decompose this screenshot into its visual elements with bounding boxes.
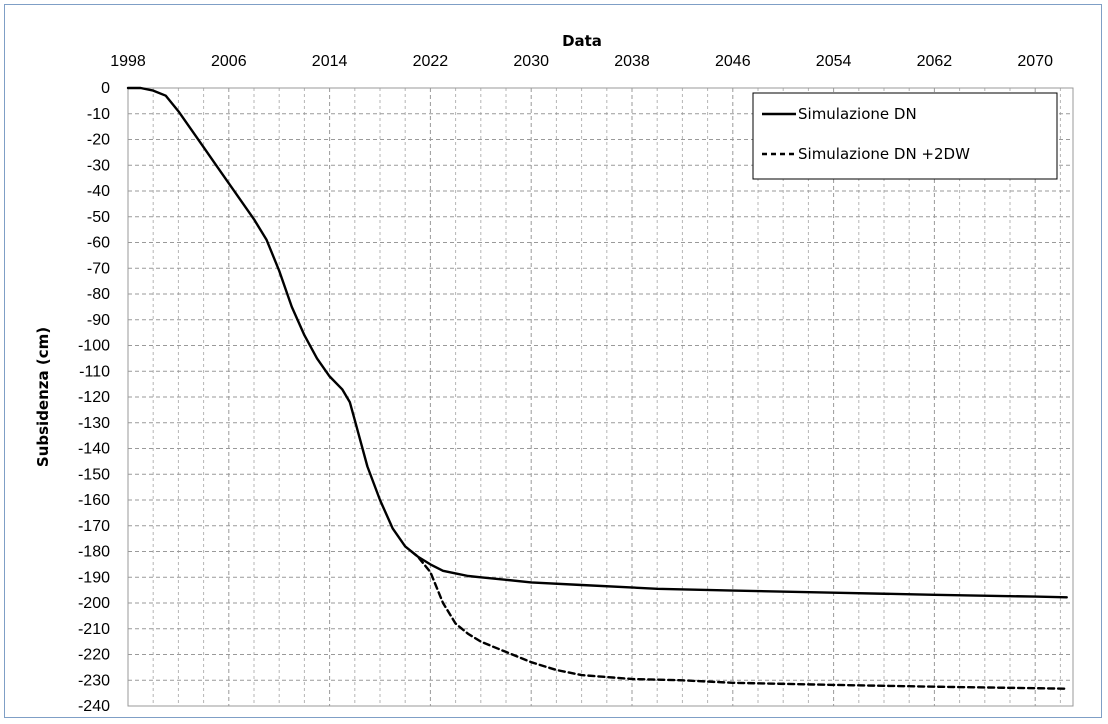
legend-entry-simulazione-dn-2dw: Simulazione DN +2DW	[798, 145, 970, 163]
y-tick-label: -230	[78, 672, 110, 689]
series-line-simulazione-dn	[126, 86, 1068, 599]
y-tick-label: -140	[78, 441, 110, 458]
y-tick-label: -240	[78, 698, 110, 715]
x-tick-label: 2022	[413, 53, 449, 70]
y-tick-labels: 0 -10 -20 -30 -40 -50 -60 -70 -80 -90 -100 -110 -120…	[78, 80, 110, 715]
y-tick-label: -130	[78, 415, 110, 432]
y-tick-label: -190	[78, 569, 110, 586]
y-tick-label: -10	[87, 106, 110, 123]
y-tick-label: -20	[87, 132, 110, 149]
y-tick-label: -100	[78, 338, 110, 355]
plot-area	[127, 87, 1074, 707]
series-line-simulazione-dn-2dw	[410, 550, 1068, 690]
y-tick-label: -180	[78, 544, 110, 561]
legend: Simulazione DN Simulazione DN +2DW	[752, 92, 1058, 180]
y-tick-label: -90	[87, 312, 110, 329]
x-tick-label: 2054	[816, 53, 852, 70]
y-tick-label: 0	[101, 80, 110, 97]
y-tick-label: -80	[87, 286, 110, 303]
legend-box	[752, 92, 1058, 180]
y-tick-label: -30	[87, 157, 110, 174]
x-tick-label: 2062	[917, 53, 953, 70]
y-tick-label: -210	[78, 621, 110, 638]
x-tick-label: 1998	[110, 53, 146, 70]
y-axis-title: Subsidenza (cm)	[34, 327, 52, 467]
x-tick-label: 2046	[715, 53, 751, 70]
y-tick-label: -110	[79, 363, 110, 380]
grid-lines	[127, 87, 1073, 707]
y-tick-label: -150	[78, 466, 110, 483]
y-tick-label: -50	[87, 209, 110, 226]
x-tick-labels: 1998 2006 2014 2022 2030 2038 2046 2054 2062 2070	[110, 53, 1053, 70]
x-tick-label: 2030	[513, 53, 549, 70]
y-tick-label: -160	[78, 492, 110, 509]
x-tick-label: 2006	[211, 53, 247, 70]
y-tick-label: -170	[78, 518, 110, 535]
x-tick-label: 2014	[312, 53, 348, 70]
x-tick-label: 2070	[1017, 53, 1053, 70]
series-lines	[126, 86, 1068, 690]
legend-entry-simulazione-dn: Simulazione DN	[798, 105, 917, 123]
x-axis-title: Data	[562, 32, 602, 50]
y-tick-label: -200	[78, 595, 110, 612]
y-tick-label: -220	[78, 647, 110, 664]
y-tick-label: -70	[87, 260, 110, 277]
y-tick-label: -60	[87, 235, 110, 252]
y-tick-label: -120	[78, 389, 110, 406]
y-tick-label: -40	[87, 183, 110, 200]
x-tick-label: 2038	[614, 53, 650, 70]
